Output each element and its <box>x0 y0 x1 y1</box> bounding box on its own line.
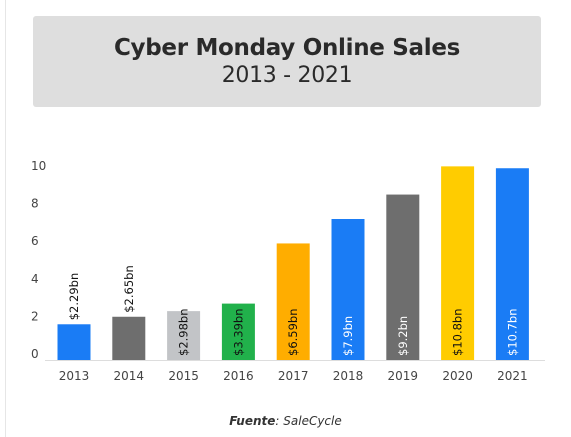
y-tick-label: 8 <box>31 197 39 211</box>
source-separator: : <box>275 414 284 428</box>
bar-2014 <box>112 316 146 360</box>
data-label-2021: $10.7bn <box>505 308 519 356</box>
x-tick-label: 2016 <box>223 369 254 383</box>
data-label-2013: $2.29bn <box>67 273 81 321</box>
chart-title-box: Cyber Monday Online Sales 2013 - 2021 <box>33 16 541 107</box>
page-left-rule <box>5 0 6 437</box>
data-label-2015: $2.98bn <box>177 308 191 356</box>
x-tick-label: 2013 <box>59 369 90 383</box>
x-tick-label: 2020 <box>442 369 473 383</box>
x-tick-label: 2018 <box>333 369 364 383</box>
bar-2013 <box>57 324 91 360</box>
source-note: Fuente: SaleCycle <box>0 414 571 428</box>
x-tick-label: 2019 <box>388 369 419 383</box>
y-tick-label: 10 <box>31 159 46 173</box>
chart-title: Cyber Monday Online Sales <box>113 34 461 61</box>
chart-subtitle: 2013 - 2021 <box>221 62 353 88</box>
data-label-2017: $6.59bn <box>286 308 300 356</box>
y-tick-label: 6 <box>31 234 39 248</box>
bar-2018 <box>331 219 365 360</box>
bar-2019 <box>386 194 420 360</box>
y-tick-label: 4 <box>31 272 39 286</box>
bar-2021 <box>495 168 529 360</box>
bar-2016 <box>221 303 255 360</box>
data-label-2014: $2.65bn <box>122 265 136 313</box>
source-name: SaleCycle <box>283 414 342 428</box>
y-tick-label: 2 <box>31 309 39 323</box>
x-tick-label: 2014 <box>114 369 145 383</box>
bar-2020 <box>441 166 475 360</box>
bar-2017 <box>276 243 310 360</box>
x-tick-label: 2015 <box>168 369 199 383</box>
data-label-2019: $9.2bn <box>396 316 410 356</box>
y-tick-label: 0 <box>31 347 39 361</box>
data-label-2016: $3.39bn <box>231 308 245 356</box>
source-label: Fuente <box>229 414 276 428</box>
x-tick-label: 2021 <box>497 369 528 383</box>
data-label-2020: $10.8bn <box>451 308 465 356</box>
data-label-2018: $7.9bn <box>341 316 355 356</box>
x-tick-label: 2017 <box>278 369 309 383</box>
bar-2015 <box>167 311 201 360</box>
